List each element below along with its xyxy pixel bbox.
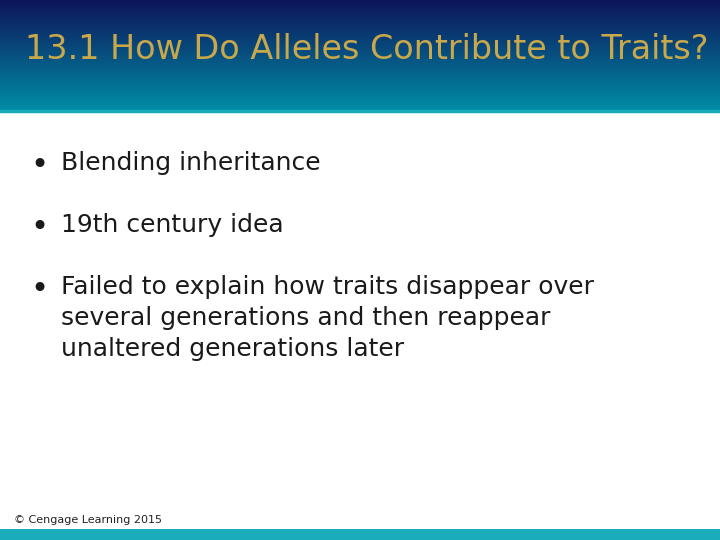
Text: •: •: [30, 151, 49, 180]
Bar: [0, 111, 720, 529]
Text: 13.1 How Do Alleles Contribute to Traits?: 13.1 How Do Alleles Contribute to Traits…: [25, 33, 708, 66]
Text: © Cengage Learning 2015: © Cengage Learning 2015: [14, 515, 163, 525]
Text: Failed to explain how traits disappear over
several generations and then reappea: Failed to explain how traits disappear o…: [61, 275, 594, 361]
Text: Blending inheritance: Blending inheritance: [61, 151, 321, 175]
Text: 19th century idea: 19th century idea: [61, 213, 284, 237]
Text: •: •: [30, 275, 49, 305]
Bar: [0, 529, 720, 540]
Text: •: •: [30, 213, 49, 242]
